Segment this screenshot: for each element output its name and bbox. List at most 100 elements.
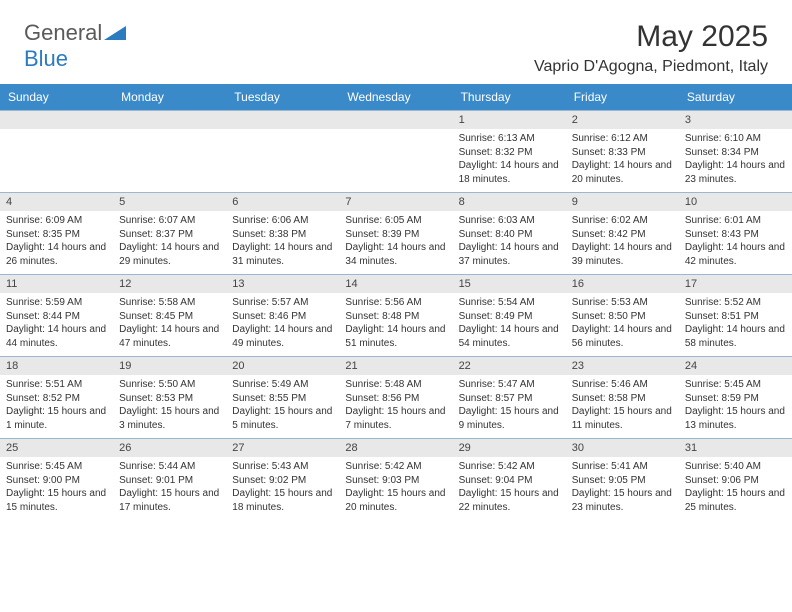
daylight-text: Daylight: 15 hours and 1 minute.: [6, 405, 107, 432]
daylight-text: Daylight: 14 hours and 44 minutes.: [6, 323, 107, 350]
day-detail-cell: [226, 129, 339, 193]
weekday-header-row: Sunday Monday Tuesday Wednesday Thursday…: [0, 84, 792, 111]
sunset-text: Sunset: 8:51 PM: [685, 310, 786, 324]
sunset-text: Sunset: 9:04 PM: [459, 474, 560, 488]
day-detail-cell: Sunrise: 5:47 AMSunset: 8:57 PMDaylight:…: [453, 375, 566, 439]
sunset-text: Sunset: 8:58 PM: [572, 392, 673, 406]
day-detail-cell: Sunrise: 5:45 AMSunset: 9:00 PMDaylight:…: [0, 457, 113, 520]
sunset-text: Sunset: 9:01 PM: [119, 474, 220, 488]
sunrise-text: Sunrise: 6:03 AM: [459, 214, 560, 228]
sunrise-text: Sunrise: 6:02 AM: [572, 214, 673, 228]
sunset-text: Sunset: 8:53 PM: [119, 392, 220, 406]
sunrise-text: Sunrise: 5:58 AM: [119, 296, 220, 310]
day-detail-cell: Sunrise: 5:52 AMSunset: 8:51 PMDaylight:…: [679, 293, 792, 357]
day-number-cell: 13: [226, 275, 339, 294]
sunset-text: Sunset: 8:32 PM: [459, 146, 560, 160]
day-number-cell: [113, 111, 226, 130]
day-number-cell: 9: [566, 193, 679, 212]
weekday-header: Friday: [566, 84, 679, 111]
sunrise-text: Sunrise: 6:13 AM: [459, 132, 560, 146]
sunset-text: Sunset: 8:46 PM: [232, 310, 333, 324]
logo-triangle-icon: [104, 22, 126, 45]
day-number-cell: 8: [453, 193, 566, 212]
day-detail-cell: Sunrise: 5:40 AMSunset: 9:06 PMDaylight:…: [679, 457, 792, 520]
sunrise-text: Sunrise: 6:10 AM: [685, 132, 786, 146]
day-number-cell: 6: [226, 193, 339, 212]
day-number-cell: 14: [339, 275, 452, 294]
daylight-text: Daylight: 15 hours and 18 minutes.: [232, 487, 333, 514]
day-number-cell: 2: [566, 111, 679, 130]
daylight-text: Daylight: 14 hours and 20 minutes.: [572, 159, 673, 186]
day-number-cell: 7: [339, 193, 452, 212]
daylight-text: Daylight: 14 hours and 56 minutes.: [572, 323, 673, 350]
daylight-text: Daylight: 15 hours and 15 minutes.: [6, 487, 107, 514]
day-number-cell: 26: [113, 439, 226, 458]
day-detail-row: Sunrise: 5:51 AMSunset: 8:52 PMDaylight:…: [0, 375, 792, 439]
day-detail-cell: Sunrise: 5:46 AMSunset: 8:58 PMDaylight:…: [566, 375, 679, 439]
sunset-text: Sunset: 8:49 PM: [459, 310, 560, 324]
daylight-text: Daylight: 15 hours and 11 minutes.: [572, 405, 673, 432]
sunrise-text: Sunrise: 6:05 AM: [345, 214, 446, 228]
sunrise-text: Sunrise: 5:42 AM: [459, 460, 560, 474]
sunrise-text: Sunrise: 5:42 AM: [345, 460, 446, 474]
logo: General: [24, 20, 128, 46]
weekday-header: Wednesday: [339, 84, 452, 111]
day-detail-cell: Sunrise: 5:45 AMSunset: 8:59 PMDaylight:…: [679, 375, 792, 439]
weekday-header: Thursday: [453, 84, 566, 111]
daylight-text: Daylight: 14 hours and 34 minutes.: [345, 241, 446, 268]
daylight-text: Daylight: 15 hours and 9 minutes.: [459, 405, 560, 432]
weekday-header: Sunday: [0, 84, 113, 111]
day-detail-cell: Sunrise: 5:49 AMSunset: 8:55 PMDaylight:…: [226, 375, 339, 439]
day-number-cell: 15: [453, 275, 566, 294]
sunrise-text: Sunrise: 5:56 AM: [345, 296, 446, 310]
sunrise-text: Sunrise: 5:48 AM: [345, 378, 446, 392]
day-detail-cell: Sunrise: 5:41 AMSunset: 9:05 PMDaylight:…: [566, 457, 679, 520]
day-detail-cell: Sunrise: 6:01 AMSunset: 8:43 PMDaylight:…: [679, 211, 792, 275]
day-number-cell: 30: [566, 439, 679, 458]
sunrise-text: Sunrise: 5:45 AM: [685, 378, 786, 392]
sunset-text: Sunset: 8:48 PM: [345, 310, 446, 324]
sunset-text: Sunset: 8:35 PM: [6, 228, 107, 242]
daylight-text: Daylight: 14 hours and 42 minutes.: [685, 241, 786, 268]
day-number-cell: 10: [679, 193, 792, 212]
sunset-text: Sunset: 8:39 PM: [345, 228, 446, 242]
sunrise-text: Sunrise: 5:47 AM: [459, 378, 560, 392]
daylight-text: Daylight: 15 hours and 5 minutes.: [232, 405, 333, 432]
daylight-text: Daylight: 15 hours and 22 minutes.: [459, 487, 560, 514]
sunset-text: Sunset: 8:56 PM: [345, 392, 446, 406]
day-number-cell: 18: [0, 357, 113, 376]
logo-text-blue: Blue: [24, 46, 68, 71]
day-number-cell: 17: [679, 275, 792, 294]
day-number-cell: 21: [339, 357, 452, 376]
header: General May 2025 Vaprio D'Agogna, Piedmo…: [0, 0, 792, 84]
day-number-cell: 1: [453, 111, 566, 130]
day-detail-row: Sunrise: 5:59 AMSunset: 8:44 PMDaylight:…: [0, 293, 792, 357]
daylight-text: Daylight: 15 hours and 7 minutes.: [345, 405, 446, 432]
day-detail-cell: Sunrise: 5:42 AMSunset: 9:04 PMDaylight:…: [453, 457, 566, 520]
day-number-cell: 12: [113, 275, 226, 294]
sunset-text: Sunset: 9:02 PM: [232, 474, 333, 488]
sunset-text: Sunset: 9:05 PM: [572, 474, 673, 488]
day-number-cell: [339, 111, 452, 130]
day-detail-cell: Sunrise: 5:50 AMSunset: 8:53 PMDaylight:…: [113, 375, 226, 439]
sunset-text: Sunset: 8:52 PM: [6, 392, 107, 406]
daylight-text: Daylight: 15 hours and 23 minutes.: [572, 487, 673, 514]
calendar-table: Sunday Monday Tuesday Wednesday Thursday…: [0, 84, 792, 520]
daylight-text: Daylight: 14 hours and 51 minutes.: [345, 323, 446, 350]
day-detail-cell: [0, 129, 113, 193]
day-number-cell: 28: [339, 439, 452, 458]
sunrise-text: Sunrise: 5:40 AM: [685, 460, 786, 474]
sunrise-text: Sunrise: 5:44 AM: [119, 460, 220, 474]
sunrise-text: Sunrise: 6:06 AM: [232, 214, 333, 228]
sunset-text: Sunset: 8:57 PM: [459, 392, 560, 406]
daylight-text: Daylight: 15 hours and 20 minutes.: [345, 487, 446, 514]
weekday-header: Saturday: [679, 84, 792, 111]
day-detail-cell: [113, 129, 226, 193]
day-number-cell: 20: [226, 357, 339, 376]
day-detail-cell: Sunrise: 5:44 AMSunset: 9:01 PMDaylight:…: [113, 457, 226, 520]
daylight-text: Daylight: 14 hours and 23 minutes.: [685, 159, 786, 186]
daylight-text: Daylight: 14 hours and 29 minutes.: [119, 241, 220, 268]
sunrise-text: Sunrise: 5:41 AM: [572, 460, 673, 474]
day-number-cell: 19: [113, 357, 226, 376]
sunrise-text: Sunrise: 5:50 AM: [119, 378, 220, 392]
